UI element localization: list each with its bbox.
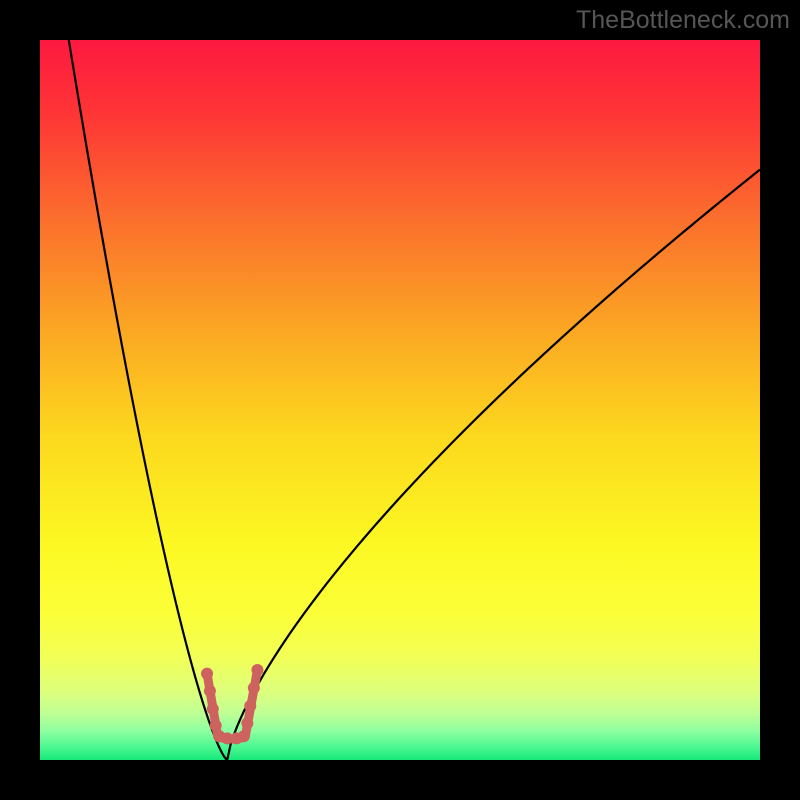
optimum-marker-dot bbox=[210, 719, 222, 731]
optimum-marker-dot bbox=[238, 730, 250, 742]
optimum-marker-dot bbox=[244, 700, 256, 712]
optimum-marker-dot bbox=[204, 685, 216, 697]
chart-svg bbox=[40, 40, 760, 760]
optimum-marker-dot bbox=[241, 717, 253, 729]
watermark-text: TheBottleneck.com bbox=[576, 6, 790, 35]
optimum-marker-dot bbox=[251, 664, 263, 676]
gradient-background bbox=[40, 40, 760, 760]
plot-area bbox=[40, 40, 760, 760]
optimum-marker-dot bbox=[207, 703, 219, 715]
optimum-marker-dot bbox=[201, 668, 213, 680]
optimum-marker-dot bbox=[248, 682, 260, 694]
